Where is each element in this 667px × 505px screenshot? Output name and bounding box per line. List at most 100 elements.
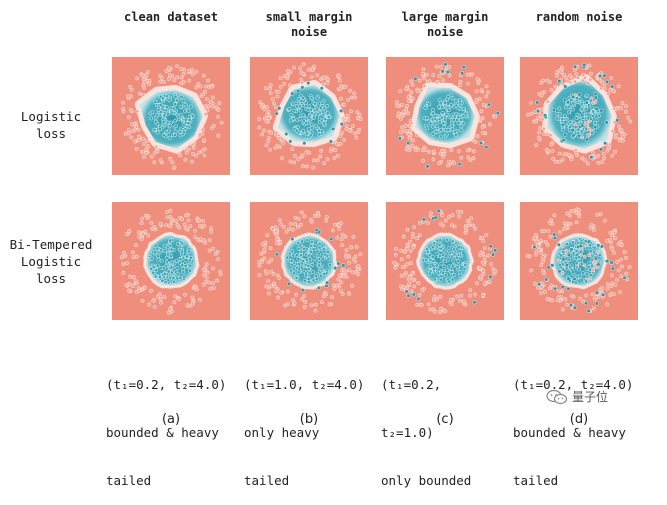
inner-point <box>153 274 158 279</box>
inner-point <box>153 115 158 120</box>
inner-point <box>297 117 302 122</box>
outer-point <box>273 105 278 110</box>
row-label-bi-tempered: Bi-Tempered Logistic loss <box>9 237 93 286</box>
outer-point <box>475 134 480 139</box>
inner-point <box>185 254 190 259</box>
inner-point <box>288 118 293 123</box>
inner-point <box>315 107 320 112</box>
inner-point <box>154 268 159 273</box>
outer-point <box>613 149 618 154</box>
outer-point <box>181 71 186 76</box>
noise-point <box>274 252 279 257</box>
outer-point <box>591 151 595 156</box>
outer-point <box>617 290 622 295</box>
inner-point <box>169 110 174 115</box>
noise-point <box>566 100 571 105</box>
outer-point <box>134 254 139 259</box>
inner-point <box>188 255 193 260</box>
outer-point <box>489 262 494 267</box>
outer-point <box>529 268 534 273</box>
inner-point <box>308 256 313 261</box>
inner-point <box>455 118 460 122</box>
outer-point <box>166 77 171 81</box>
outer-point <box>410 83 415 87</box>
inner-point <box>311 278 316 283</box>
noise-point <box>406 293 411 298</box>
outer-point <box>435 80 440 85</box>
outer-point <box>301 164 305 169</box>
inner-point <box>299 98 304 103</box>
outer-point <box>466 148 470 153</box>
outer-point <box>322 161 326 166</box>
inner-point <box>454 255 459 260</box>
inner-point <box>567 125 572 130</box>
outer-point <box>346 98 350 102</box>
inner-point <box>565 242 570 247</box>
outer-point <box>141 92 146 97</box>
inner-point <box>322 247 326 251</box>
outer-point <box>406 254 411 259</box>
outer-point <box>175 64 179 69</box>
outer-point <box>351 257 356 262</box>
inner-point <box>301 128 306 133</box>
inner-point <box>564 248 569 253</box>
inner-point <box>312 243 317 248</box>
outer-point <box>135 76 140 81</box>
outer-point <box>549 142 554 147</box>
outer-point <box>262 116 267 121</box>
outer-point <box>342 102 347 107</box>
outer-point <box>534 143 539 148</box>
noise-point <box>609 260 614 265</box>
outer-point <box>210 95 215 100</box>
outer-point <box>458 298 462 303</box>
outer-point <box>542 229 546 234</box>
inner-point <box>584 279 589 284</box>
outer-point <box>208 286 213 291</box>
inner-point <box>166 252 170 257</box>
outer-point <box>550 298 555 303</box>
outer-point <box>539 93 544 98</box>
outer-point <box>313 302 318 307</box>
inner-point <box>439 261 444 266</box>
outer-point <box>152 305 157 309</box>
outer-point <box>259 104 264 109</box>
outer-point <box>211 281 215 286</box>
outer-point <box>186 69 191 74</box>
inner-point <box>443 273 448 278</box>
inner-point <box>455 264 460 269</box>
inner-point <box>162 248 167 253</box>
outer-point <box>159 300 163 305</box>
inner-point <box>435 251 440 256</box>
outer-point <box>557 159 562 164</box>
inner-point <box>430 117 435 122</box>
outer-point <box>581 299 586 304</box>
inner-point <box>169 265 174 270</box>
noise-point <box>599 108 604 113</box>
caption-b-line-3: tailed <box>244 473 290 488</box>
outer-point <box>268 246 273 251</box>
noise-point <box>445 70 450 75</box>
plot-logistic-large-margin <box>386 57 504 175</box>
outer-point <box>434 64 439 69</box>
inner-point <box>591 109 596 114</box>
inner-point <box>179 94 184 99</box>
outer-point <box>428 307 433 312</box>
inner-point <box>153 250 158 255</box>
outer-point <box>620 132 625 137</box>
outer-point <box>300 80 305 85</box>
outer-point <box>590 292 595 297</box>
inner-point <box>159 248 163 253</box>
outer-point <box>573 79 577 84</box>
outer-point <box>257 117 262 122</box>
inner-point <box>449 270 454 275</box>
outer-point <box>352 131 357 136</box>
inner-point <box>590 263 595 268</box>
outer-point <box>340 243 345 248</box>
outer-point <box>398 130 403 135</box>
outer-point <box>466 155 471 160</box>
inner-point <box>461 121 466 126</box>
outer-point <box>266 139 271 143</box>
inner-point <box>173 132 177 137</box>
watermark: 量子位 <box>546 388 608 405</box>
outer-point <box>532 236 537 240</box>
